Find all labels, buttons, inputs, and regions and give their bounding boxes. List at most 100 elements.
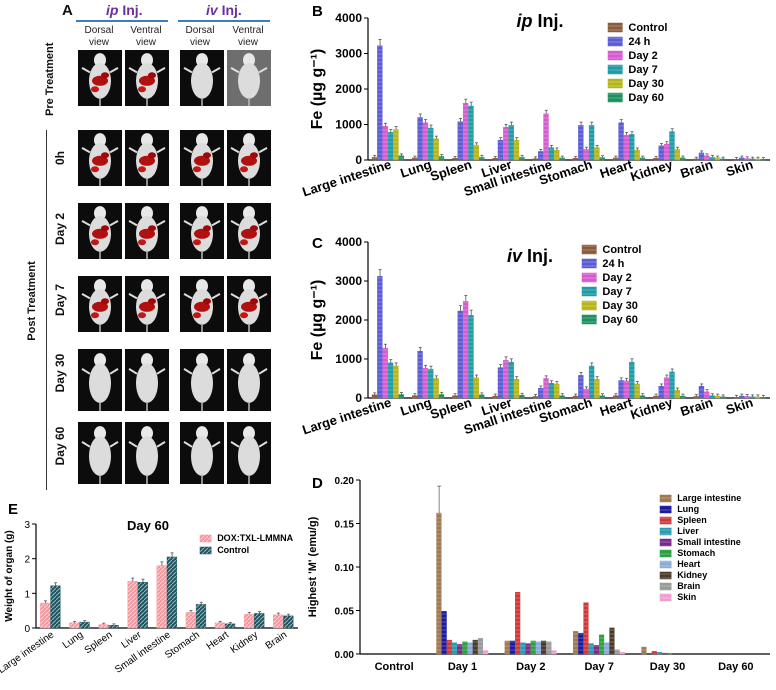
bar [598,634,605,655]
bar [714,157,721,161]
bar [508,125,514,161]
x-tick-label: Large intestine [0,629,57,676]
bar [433,378,439,399]
bar [519,395,525,399]
bar [377,45,383,161]
y-tick-label: 2000 [335,82,362,96]
bar [513,139,520,161]
x-tick-label: Large intestine [300,395,393,438]
y-tick-label: 4000 [335,235,362,249]
legend-swatch [659,516,672,525]
bar [428,368,434,399]
bar [554,149,560,161]
y-tick-label: 1000 [335,118,362,132]
bar [520,642,526,655]
bar [428,127,434,161]
y-tick-label: 0 [24,624,30,635]
legend-label: Liver [677,526,699,536]
x-tick-label: Day 2 [516,661,545,673]
bar [559,395,565,399]
ip-dorsal-label: Dorsal view [84,25,114,48]
bar [497,139,504,161]
legend-swatch [581,300,597,311]
bar [515,592,521,655]
bar [593,645,599,655]
bar [629,361,635,399]
bar [594,379,600,399]
pre-treatment-label: Pre Treatment [44,42,56,116]
bar [662,652,668,655]
bar [669,371,675,399]
bar [195,604,207,629]
x-tick-label: Day 7 [584,661,613,673]
bar [530,640,536,655]
mouse-image [78,50,122,106]
row-label-day60: Day 60 [53,426,67,466]
bar [468,315,474,399]
legend-label: Control [217,545,249,555]
bar [588,125,595,161]
legend-swatch [659,593,672,602]
bar [468,105,474,161]
mouse-image [227,130,271,186]
bar [79,621,90,629]
bar [573,631,579,655]
legend-swatch [581,314,597,325]
y-axis-label: Highest 'M' (emu/g) [307,516,319,617]
x-tick-label: Control [375,661,414,673]
bar [578,632,584,655]
post-bracket [46,130,47,490]
bar [483,650,489,655]
x-tick-label: Day 1 [448,661,477,673]
legend-swatch [659,505,672,514]
bar [225,623,236,629]
bar [535,641,542,655]
bar [578,375,584,399]
legend-swatch [659,571,672,580]
bar [667,652,673,655]
legend-label: Day 2 [602,272,631,284]
bar [156,565,167,629]
mouse-image [78,276,122,332]
legend-label: Day 30 [628,78,663,90]
bar [497,367,504,399]
legend-swatch [581,272,597,283]
chart-c: Civ Inj. 0 1000 2000 3000 4000 Large intestine… [300,235,770,438]
bar [720,396,726,399]
bar [634,383,640,399]
legend-label: Day 2 [628,50,657,62]
x-tick-label: Large intestine [300,157,393,200]
bar [398,394,404,399]
bar [382,347,388,399]
bar [393,365,399,399]
bar [541,640,547,655]
legend-swatch [581,286,597,297]
panel-c-letter: C [312,235,323,252]
ip-underline [76,20,168,22]
legend-label: Small intestine [677,537,741,547]
bar [457,310,463,399]
x-tick-label: Heart [205,629,232,652]
mouse-image [227,349,271,411]
legend-swatch [607,36,623,47]
bar [509,640,516,655]
bar [755,158,761,161]
bar [720,158,726,161]
x-tick-label: Spleen [428,395,473,422]
mouse-image [180,276,224,332]
mouse-image [125,130,169,186]
bar [433,138,439,161]
legend-swatch [659,549,672,558]
bar [462,102,469,161]
y-tick-label: 0.15 [335,520,355,531]
y-tick-label: 1 [24,589,30,600]
bar [619,652,625,655]
y-axis-label: Fe (µg g⁻¹) [309,49,326,130]
mouse-image [125,349,169,411]
legend-label: Control [628,22,667,34]
bar [254,613,265,629]
chart-b-title: ip Inj. [517,11,564,31]
legend-label: Large intestine [677,493,741,503]
bar [451,642,458,655]
bar [714,395,721,399]
